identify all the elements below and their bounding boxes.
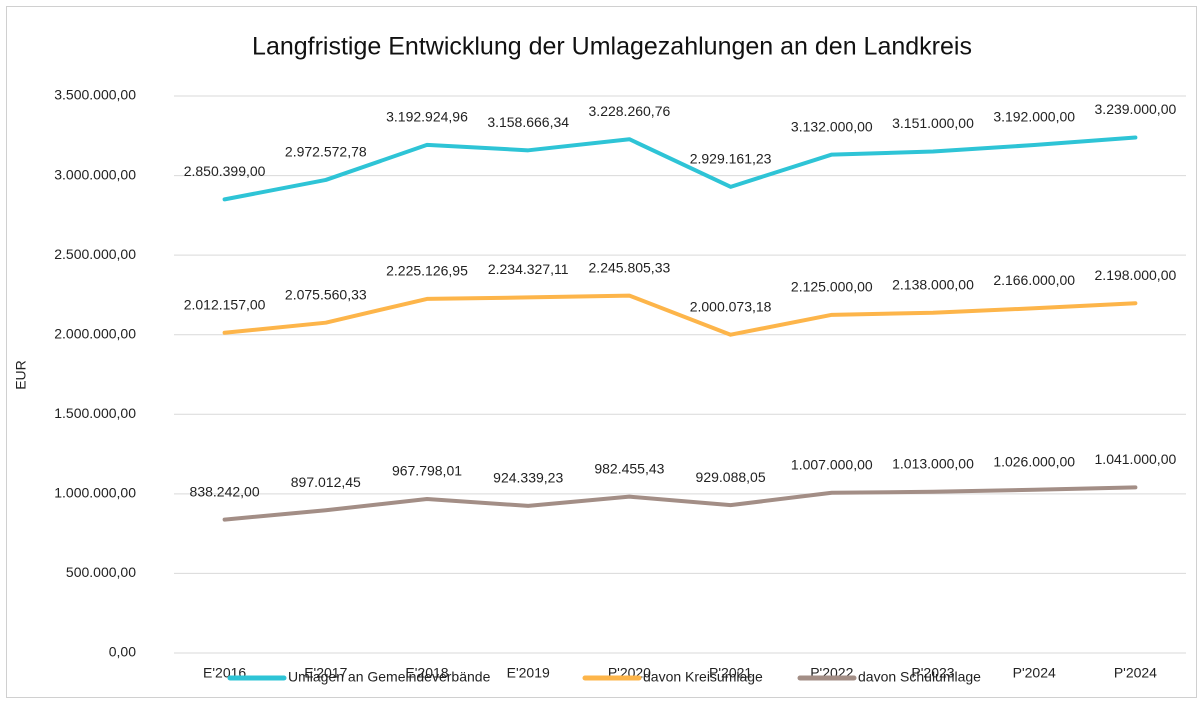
x-tick-label: E'2018 <box>405 665 448 681</box>
y-tick-label: 1.000.000,00 <box>54 485 136 501</box>
y-tick-label: 500.000,00 <box>66 564 136 580</box>
data-label: 1.026.000,00 <box>993 453 1075 469</box>
x-tick-label: E'2019 <box>507 665 550 681</box>
data-label: 1.013.000,00 <box>892 455 974 471</box>
data-label: 3.151.000,00 <box>892 115 974 131</box>
y-tick-label: 2.000.000,00 <box>54 325 136 341</box>
series-line <box>222 135 1138 202</box>
data-label: 2.245.805,33 <box>589 259 671 275</box>
data-label: 2.972.572,78 <box>285 144 367 160</box>
x-tick-label: P'2023 <box>911 665 954 681</box>
data-label: 2.166.000,00 <box>993 272 1075 288</box>
series-line <box>222 293 1138 337</box>
x-tick-label: P'2024 <box>1114 665 1157 681</box>
data-label: 3.239.000,00 <box>1095 101 1177 117</box>
y-tick-label: 2.500.000,00 <box>54 246 136 262</box>
y-tick-label: 3.500.000,00 <box>54 87 136 103</box>
data-label: 1.007.000,00 <box>791 456 873 472</box>
x-tick-label: P'2021 <box>709 665 752 681</box>
series-line <box>222 485 1138 522</box>
data-label: 2.850.399,00 <box>184 163 266 179</box>
data-label: 924.339,23 <box>493 470 563 486</box>
data-label: 2.929.161,23 <box>690 151 772 167</box>
x-tick-label: E'2017 <box>304 665 347 681</box>
y-tick-label: 1.500.000,00 <box>54 405 136 421</box>
legend-label: davon Kreisumlage <box>643 669 763 685</box>
data-label: 2.075.560,33 <box>285 286 367 302</box>
legend-label: davon Schulumlage <box>858 669 981 685</box>
x-tick-label: P'2024 <box>1013 665 1056 681</box>
legend-label: Umlagen an Gemeindeverbände <box>288 669 491 685</box>
data-label: 2.138.000,00 <box>892 276 974 292</box>
data-label: 3.158.666,34 <box>487 114 569 130</box>
data-label: 982.455,43 <box>594 460 664 476</box>
data-label: 3.132.000,00 <box>791 118 873 134</box>
data-label: 929.088,05 <box>696 469 766 485</box>
data-label: 2.198.000,00 <box>1095 267 1177 283</box>
data-label: 897.012,45 <box>291 474 361 490</box>
data-label: 2.125.000,00 <box>791 279 873 295</box>
data-label: 838.242,00 <box>190 483 260 499</box>
data-label: 2.234.327,11 <box>488 261 569 277</box>
data-label: 2.225.126,95 <box>386 263 468 279</box>
y-tick-label: 0,00 <box>109 644 136 660</box>
y-axis-label: EUR <box>13 360 29 390</box>
data-label: 967.798,01 <box>392 463 462 479</box>
chart-title: Langfristige Entwicklung der Umlagezahlu… <box>252 33 972 61</box>
chart-frame <box>6 6 1197 698</box>
y-tick-label: 3.000.000,00 <box>54 166 136 182</box>
data-label: 3.228.260,76 <box>589 103 671 119</box>
data-label: 1.041.000,00 <box>1095 451 1177 467</box>
data-label: 3.192.000,00 <box>993 109 1075 125</box>
data-label: 3.192.924,96 <box>386 109 468 125</box>
data-label: 2.000.073,18 <box>690 298 772 314</box>
data-label: 2.012.157,00 <box>184 296 266 312</box>
